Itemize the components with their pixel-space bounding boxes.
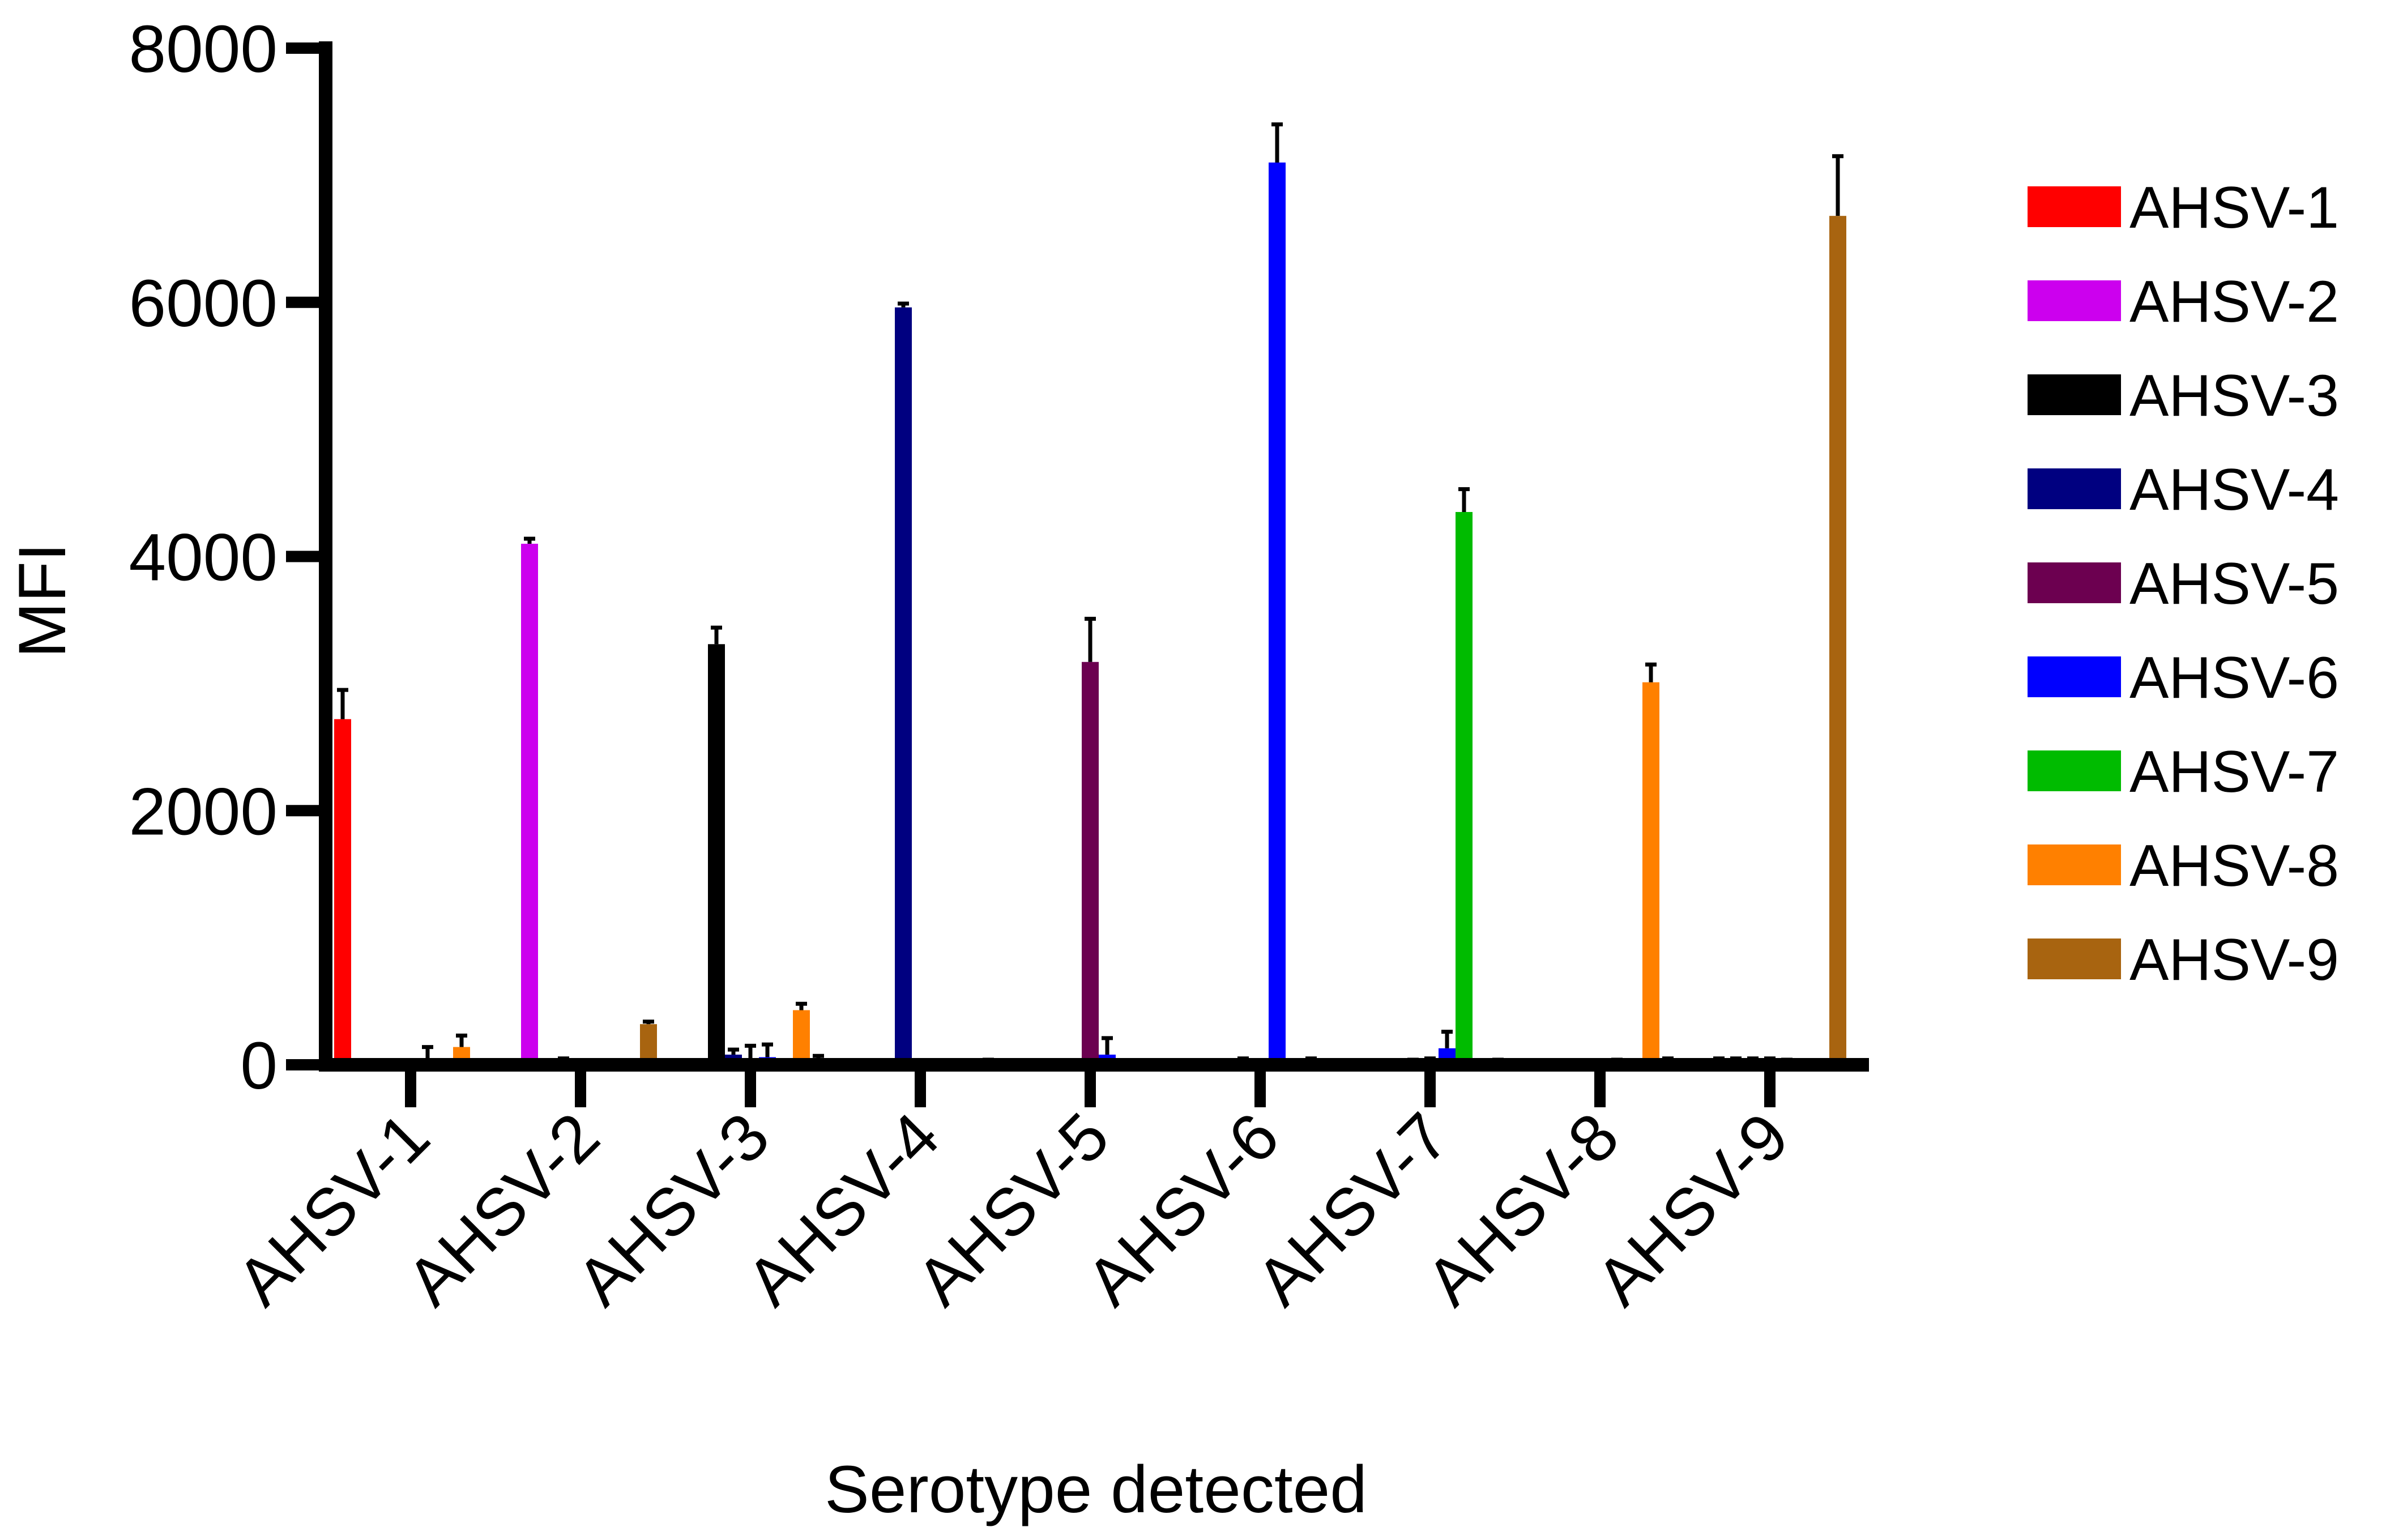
legend-swatch-ahsv-4 — [2028, 468, 2121, 509]
y-tick-label-6000: 6000 — [129, 266, 278, 341]
legend-swatch-ahsv-7 — [2028, 750, 2121, 791]
bar-ahsv-2-ahsv-2 — [521, 544, 538, 1065]
bar-ahsv-1-ahsv-1 — [334, 719, 351, 1065]
bar-ahsv-5-ahsv-5 — [1082, 662, 1099, 1065]
legend-label-ahsv-5: AHSV-5 — [2129, 551, 2339, 617]
legend-swatch-ahsv-1 — [2028, 186, 2121, 227]
bar-ahsv-4-ahsv-4 — [895, 307, 912, 1065]
y-tick-label-2000: 2000 — [129, 774, 278, 849]
y-tick-label-8000: 8000 — [129, 12, 278, 87]
legend-label-ahsv-4: AHSV-4 — [2129, 457, 2339, 523]
legend-label-ahsv-2: AHSV-2 — [2129, 269, 2339, 335]
bar-ahsv-6-ahsv-6 — [1269, 162, 1286, 1065]
y-tick-label-4000: 4000 — [129, 521, 278, 595]
legend-swatch-ahsv-9 — [2028, 938, 2121, 979]
x-tick-label-ahsv-5: AHSV-5 — [902, 1099, 1123, 1320]
x-tick-label-ahsv-3: AHSV-3 — [562, 1099, 783, 1320]
legend-swatch-ahsv-2 — [2028, 280, 2121, 321]
x-tick-label-ahsv-6: AHSV-6 — [1072, 1099, 1293, 1320]
legend-swatch-ahsv-6 — [2028, 656, 2121, 697]
bar-layer — [334, 162, 1846, 1065]
x-tick-label-ahsv-7: AHSV-7 — [1242, 1099, 1463, 1320]
y-tick-label-0: 0 — [240, 1029, 278, 1103]
legend-swatch-ahsv-8 — [2028, 844, 2121, 885]
x-tick-label-ahsv-4: AHSV-4 — [732, 1099, 953, 1320]
legend-label-ahsv-9: AHSV-9 — [2129, 927, 2339, 993]
y-axis-ticks: 0 2000 4000 6000 8000 — [129, 12, 326, 1103]
legend-label-ahsv-6: AHSV-6 — [2129, 645, 2339, 711]
legend: AHSV-1 AHSV-2 AHSV-3 AHSV-4 AHSV-5 AHSV-6 AHSV… — [2028, 175, 2339, 993]
y-axis-title: MFI — [5, 543, 80, 658]
legend-label-ahsv-8: AHSV-8 — [2129, 833, 2339, 899]
bar-ahsv-9-ahsv-9 — [1829, 216, 1846, 1065]
x-axis-ticks: AHSV-1AHSV-2AHSV-3AHSV-4AHSV-5AHSV-6AHSV… — [223, 1065, 1803, 1320]
x-tick-label-ahsv-8: AHSV-8 — [1412, 1099, 1633, 1320]
x-tick-label-ahsv-9: AHSV-9 — [1582, 1099, 1803, 1320]
bar-ahsv-8-ahsv-3 — [793, 1010, 810, 1065]
legend-swatch-ahsv-3 — [2028, 374, 2121, 415]
legend-label-ahsv-7: AHSV-7 — [2129, 739, 2339, 805]
legend-label-ahsv-1: AHSV-1 — [2129, 175, 2339, 241]
x-axis-title: Serotype detected — [825, 1452, 1367, 1527]
legend-label-ahsv-3: AHSV-3 — [2129, 363, 2339, 429]
legend-swatch-ahsv-5 — [2028, 562, 2121, 603]
bar-ahsv-7-ahsv-7 — [1456, 511, 1473, 1065]
x-tick-label-ahsv-2: AHSV-2 — [392, 1099, 613, 1320]
bar-ahsv-3-ahsv-3 — [708, 644, 725, 1065]
bar-ahsv-8-ahsv-8 — [1642, 682, 1659, 1065]
x-tick-label-ahsv-1: AHSV-1 — [223, 1099, 443, 1320]
